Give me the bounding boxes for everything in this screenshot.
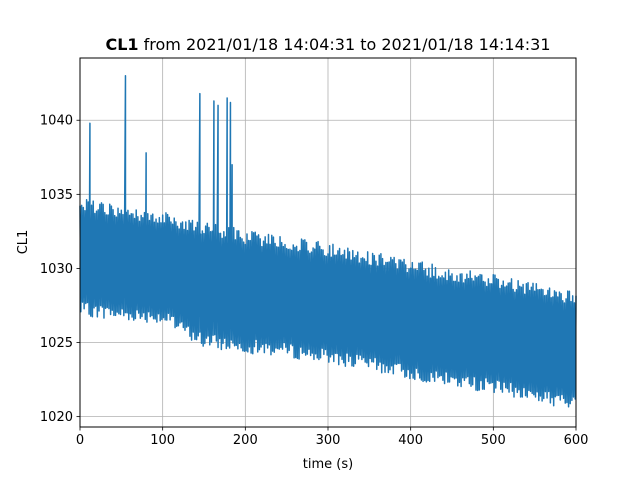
- x-tick-label: 600: [564, 433, 589, 448]
- x-tick-label: 200: [233, 433, 258, 448]
- x-tick-label: 400: [398, 433, 423, 448]
- chart-title-variable: CL1: [105, 35, 138, 54]
- y-axis-label: CL1: [16, 230, 31, 255]
- y-tick-label: 1040: [40, 114, 73, 129]
- y-tick-label: 1030: [40, 262, 73, 277]
- x-tick-label: 300: [316, 433, 341, 448]
- series-layer: [79, 75, 577, 408]
- x-axis: 0 100 200 300 400 500 600: [76, 427, 589, 448]
- y-tick-label: 1020: [40, 410, 73, 425]
- y-tick-label: 1035: [40, 188, 73, 203]
- series-line: [79, 75, 577, 408]
- x-axis-label: time (s): [303, 457, 353, 472]
- y-tick-label: 1025: [40, 336, 73, 351]
- x-tick-label: 0: [76, 433, 84, 448]
- chart-title: CL1 from 2021/01/18 14:04:31 to 2021/01/…: [105, 35, 550, 54]
- y-axis: 1020 1025 1030 1035 1040: [40, 114, 80, 425]
- x-tick-label: 100: [150, 433, 175, 448]
- x-tick-label: 500: [481, 433, 506, 448]
- chart-title-range: from 2021/01/18 14:04:31 to 2021/01/18 1…: [139, 35, 551, 54]
